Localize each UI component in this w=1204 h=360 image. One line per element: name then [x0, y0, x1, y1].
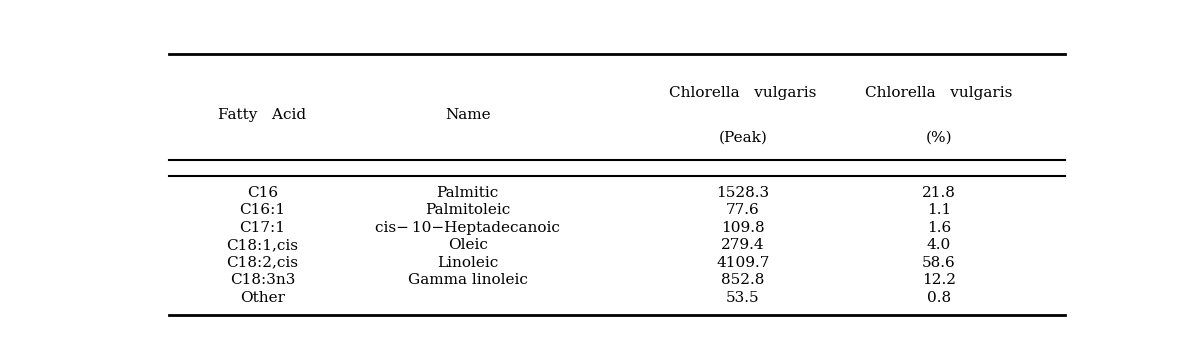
- Text: 1.6: 1.6: [927, 221, 951, 235]
- Text: C18:3n3: C18:3n3: [230, 273, 295, 287]
- Text: Gamma linoleic: Gamma linoleic: [408, 273, 527, 287]
- Text: 279.4: 279.4: [721, 238, 765, 252]
- Text: 4109.7: 4109.7: [716, 256, 769, 270]
- Text: 4.0: 4.0: [927, 238, 951, 252]
- Text: 0.8: 0.8: [927, 291, 951, 305]
- Text: 58.6: 58.6: [922, 256, 956, 270]
- Text: (%): (%): [926, 130, 952, 144]
- Text: Name: Name: [445, 108, 490, 122]
- Text: C18:2,cis: C18:2,cis: [226, 256, 299, 270]
- Text: Other: Other: [240, 291, 285, 305]
- Text: Palmitic: Palmitic: [437, 186, 498, 200]
- Text: cis− 10−Heptadecanoic: cis− 10−Heptadecanoic: [376, 221, 560, 235]
- Text: Chlorella   vulgaris: Chlorella vulgaris: [866, 86, 1013, 100]
- Text: Chlorella   vulgaris: Chlorella vulgaris: [669, 86, 816, 100]
- Text: Fatty   Acid: Fatty Acid: [218, 108, 307, 122]
- Text: 1528.3: 1528.3: [716, 186, 769, 200]
- Text: 21.8: 21.8: [922, 186, 956, 200]
- Text: C17:1: C17:1: [240, 221, 285, 235]
- Text: (Peak): (Peak): [719, 130, 767, 144]
- Text: C18:1,cis: C18:1,cis: [226, 238, 299, 252]
- Text: Palmitoleic: Palmitoleic: [425, 203, 510, 217]
- Text: Linoleic: Linoleic: [437, 256, 498, 270]
- Text: 77.6: 77.6: [726, 203, 760, 217]
- Text: 1.1: 1.1: [927, 203, 951, 217]
- Text: C16: C16: [247, 186, 278, 200]
- Text: 12.2: 12.2: [922, 273, 956, 287]
- Text: 109.8: 109.8: [721, 221, 765, 235]
- Text: Oleic: Oleic: [448, 238, 488, 252]
- Text: 852.8: 852.8: [721, 273, 765, 287]
- Text: C16:1: C16:1: [240, 203, 285, 217]
- Text: 53.5: 53.5: [726, 291, 760, 305]
